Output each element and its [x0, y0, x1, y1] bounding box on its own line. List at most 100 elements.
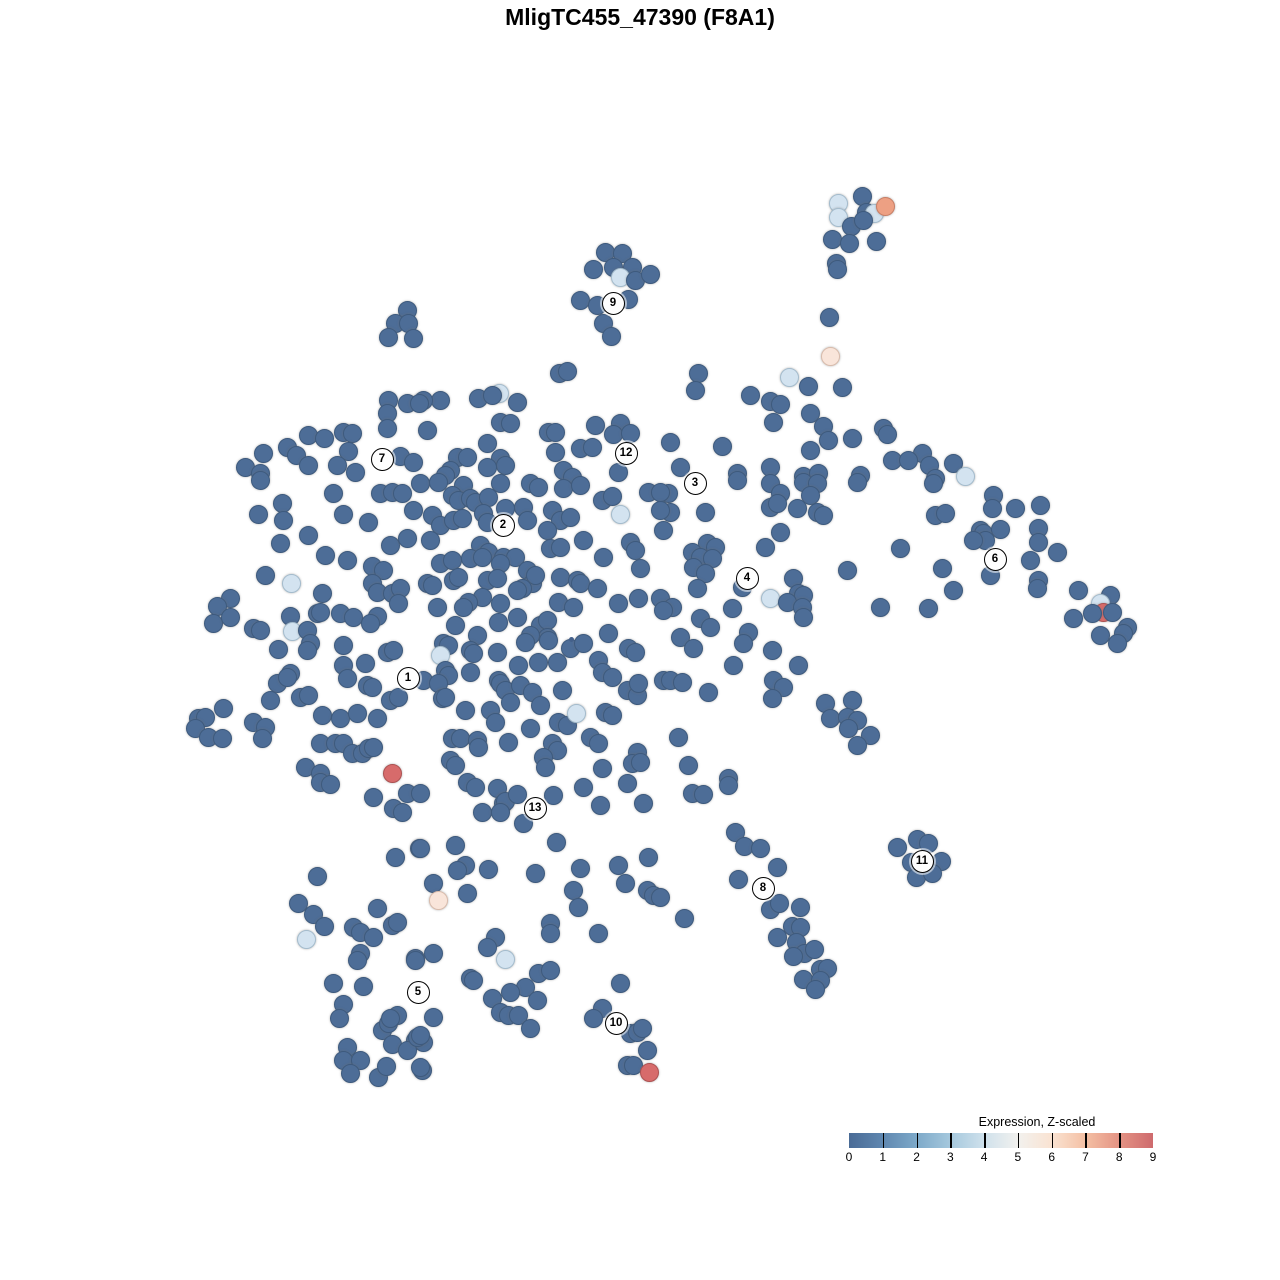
colorbar-tick-label: 6	[1048, 1150, 1055, 1164]
data-point-dark-blue	[602, 667, 622, 687]
data-point-dark-blue	[288, 893, 308, 913]
colorbar-tick-label: 0	[845, 1150, 853, 1164]
data-point-dark-blue	[588, 923, 608, 943]
cluster-label-6: 6	[983, 547, 1007, 571]
data-point-dark-blue	[585, 415, 605, 435]
data-point-dark-blue	[507, 580, 527, 600]
data-point-dark-blue	[545, 422, 565, 442]
data-point-dark-blue	[507, 392, 527, 412]
data-point-dark-blue	[767, 493, 787, 513]
data-point-dark-blue	[430, 390, 450, 410]
data-point-dark-blue	[455, 700, 475, 720]
data-point-dark-blue	[478, 859, 498, 879]
data-point-dark-blue	[500, 692, 520, 712]
data-point-dark-blue	[570, 475, 590, 495]
cluster-label-3: 3	[683, 471, 707, 495]
data-point-pale-pink	[428, 890, 448, 910]
data-point-dark-blue	[1020, 550, 1040, 570]
data-point-dark-blue	[820, 708, 840, 728]
data-point-dark-blue	[847, 735, 867, 755]
data-point-dark-blue	[610, 973, 630, 993]
cluster-label-5: 5	[406, 980, 430, 1004]
data-point-dark-blue	[583, 259, 603, 279]
data-point-dark-blue	[498, 732, 518, 752]
data-point-dark-blue	[563, 597, 583, 617]
cluster-label-8: 8	[751, 876, 775, 900]
data-point-dark-blue	[423, 873, 443, 893]
data-point-dark-blue	[252, 728, 272, 748]
data-point-dark-blue	[755, 537, 775, 557]
data-point-dark-blue	[898, 450, 918, 470]
data-point-dark-blue	[615, 873, 635, 893]
data-point-dark-blue	[887, 837, 907, 857]
data-point-dark-blue	[213, 698, 233, 718]
data-point-dark-blue	[603, 424, 623, 444]
colorbar-tick-label: 8	[1115, 1150, 1123, 1164]
data-point-dark-blue	[423, 943, 443, 963]
data-point-dark-blue	[932, 558, 952, 578]
data-point-dark-blue	[990, 519, 1010, 539]
data-point-dark-blue	[360, 613, 380, 633]
data-point-dark-blue	[347, 950, 367, 970]
data-point-dark-blue	[943, 580, 963, 600]
data-point-dark-blue	[457, 883, 477, 903]
data-point-dark-blue	[387, 912, 407, 932]
data-point-dark-blue	[363, 737, 383, 757]
data-point-dark-blue	[367, 708, 387, 728]
data-point-dark-blue	[698, 682, 718, 702]
data-point-dark-blue	[465, 777, 485, 797]
colorbar-tick-label: 9	[1149, 1150, 1157, 1164]
data-point-dark-blue	[323, 973, 343, 993]
data-point-dark-blue	[674, 908, 694, 928]
cluster-label-9: 9	[601, 291, 625, 315]
data-point-dark-blue	[1082, 603, 1102, 623]
data-point-dark-blue	[668, 727, 688, 747]
data-point-dark-blue	[870, 597, 890, 617]
data-point-dark-blue	[601, 326, 621, 346]
data-point-dark-blue	[592, 758, 612, 778]
data-point-dark-blue	[435, 687, 455, 707]
data-point-dark-blue	[363, 927, 383, 947]
colorbar-tick	[1085, 1133, 1088, 1148]
data-point-dark-blue	[353, 976, 373, 996]
data-point-dark-blue	[625, 642, 645, 662]
data-point-dark-blue	[450, 728, 470, 748]
data-point-dark-blue	[460, 662, 480, 682]
data-point-dark-blue	[593, 547, 613, 567]
data-point-dark-blue	[608, 593, 628, 613]
data-point-dark-blue	[410, 1025, 430, 1045]
data-point-dark-blue	[453, 597, 473, 617]
data-point-dark-blue	[515, 632, 535, 652]
data-point-dark-blue	[1005, 498, 1025, 518]
data-point-dark-blue	[380, 1008, 400, 1028]
data-point-dark-blue	[403, 452, 423, 472]
data-point-dark-blue	[447, 860, 467, 880]
data-point-dark-blue	[553, 478, 573, 498]
data-point-dark-blue	[487, 642, 507, 662]
data-point-dark-blue	[388, 593, 408, 613]
data-point-light-blue	[610, 504, 630, 524]
data-point-dark-blue	[722, 598, 742, 618]
data-point-light-blue	[779, 367, 799, 387]
data-point-dark-blue	[570, 858, 590, 878]
data-point-dark-blue	[819, 307, 839, 327]
data-point-dark-blue	[632, 1018, 652, 1038]
colorbar-tick-label: 1	[879, 1150, 887, 1164]
cluster-label-10: 10	[604, 1011, 628, 1035]
data-point-dark-blue	[800, 485, 820, 505]
data-point-dark-blue	[477, 457, 497, 477]
data-point-dark-blue	[552, 680, 572, 700]
data-point-dark-blue	[628, 673, 648, 693]
data-point-dark-blue	[890, 538, 910, 558]
data-point-dark-blue	[813, 505, 833, 525]
data-point-dark-blue	[445, 755, 465, 775]
data-point-dark-blue	[568, 897, 588, 917]
data-point-dark-blue	[570, 573, 590, 593]
data-point-dark-blue	[653, 600, 673, 620]
data-point-dark-blue	[410, 473, 430, 493]
data-point-dark-blue	[790, 897, 810, 917]
data-point-dark-blue	[323, 483, 343, 503]
data-point-dark-blue	[500, 413, 520, 433]
colorbar-tick	[882, 1133, 885, 1148]
